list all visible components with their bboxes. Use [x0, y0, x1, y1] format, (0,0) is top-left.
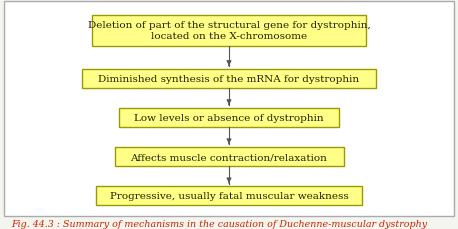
Text: Affects muscle contraction/relaxation: Affects muscle contraction/relaxation — [131, 152, 327, 161]
Text: Fig. 44.3 : Summary of mechanisms in the causation of Duchenne-muscular dystroph: Fig. 44.3 : Summary of mechanisms in the… — [11, 219, 428, 228]
Text: Progressive, usually fatal muscular weakness: Progressive, usually fatal muscular weak… — [109, 191, 349, 200]
Bar — [119, 108, 339, 128]
Bar — [92, 16, 366, 46]
Text: Diminished synthesis of the mRNA for dystrophin: Diminished synthesis of the mRNA for dys… — [98, 74, 360, 84]
Bar — [82, 69, 376, 89]
Bar — [96, 186, 362, 206]
Bar — [114, 147, 344, 167]
Text: Deletion of part of the structural gene for dystrophin,
located on the X-chromos: Deletion of part of the structural gene … — [87, 21, 371, 41]
Text: Low levels or absence of dystrophin: Low levels or absence of dystrophin — [134, 113, 324, 123]
